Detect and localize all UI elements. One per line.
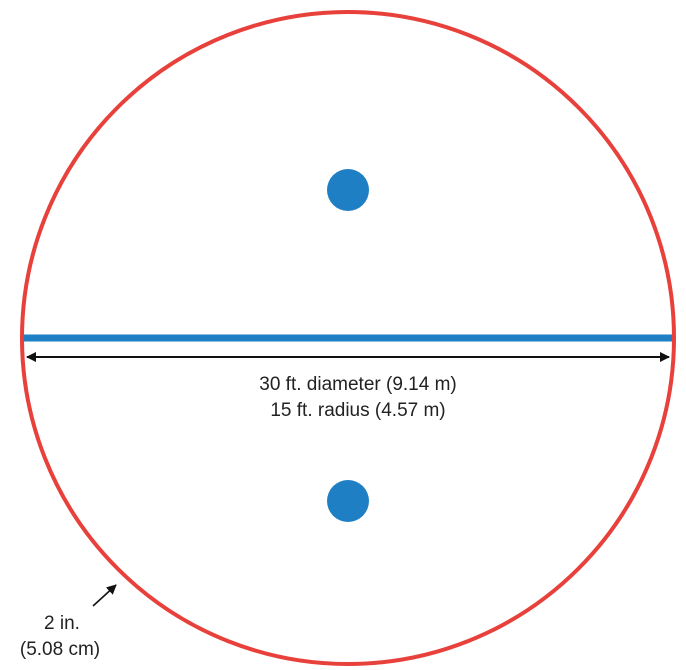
line-width-metric-label: (5.08 cm) bbox=[20, 639, 100, 660]
lower-spot bbox=[327, 480, 369, 522]
boundary-circle bbox=[20, 10, 676, 666]
upper-spot bbox=[327, 169, 369, 211]
line-width-label: 2 in. bbox=[44, 613, 80, 634]
diameter-label: 30 ft. diameter (9.14 m) bbox=[259, 374, 456, 395]
radius-label: 15 ft. radius (4.57 m) bbox=[270, 400, 445, 421]
line-width-arrow bbox=[92, 584, 117, 607]
